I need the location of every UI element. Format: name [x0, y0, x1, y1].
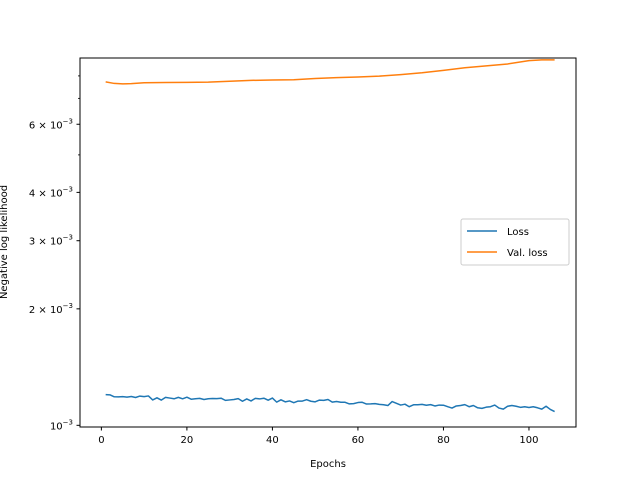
legend: Loss Val. loss	[460, 218, 570, 266]
x-tick-label: 60	[352, 435, 365, 446]
y-tick-label: 4 × 10−3	[29, 185, 73, 199]
x-tick-label: 100	[519, 435, 538, 446]
x-axis-label: Epochs	[310, 459, 346, 470]
x-tick-label: 0	[98, 435, 104, 446]
y-tick-label: 2 × 10−3	[29, 302, 73, 316]
axis-ticks: 0 20 40 60 80 100 10−3 2 × 10−3 3 × 10−3 4 × 10−3…	[29, 75, 539, 446]
y-tick-label: 10−3	[50, 418, 73, 432]
x-tick-label: 40	[266, 435, 279, 446]
series-line-val-loss	[105, 59, 555, 85]
y-axis-label: Negative log likelihood	[0, 185, 10, 299]
legend-label-loss: Loss	[507, 227, 529, 238]
plot-area	[105, 59, 555, 413]
x-tick-label: 80	[437, 435, 450, 446]
x-tick-label: 20	[181, 435, 194, 446]
series-line-loss	[105, 393, 555, 413]
axes-frame	[79, 57, 577, 428]
legend-label-val-loss: Val. loss	[507, 248, 548, 259]
y-tick-label: 6 × 10−3	[29, 117, 73, 131]
y-tick-label: 3 × 10−3	[29, 234, 73, 248]
